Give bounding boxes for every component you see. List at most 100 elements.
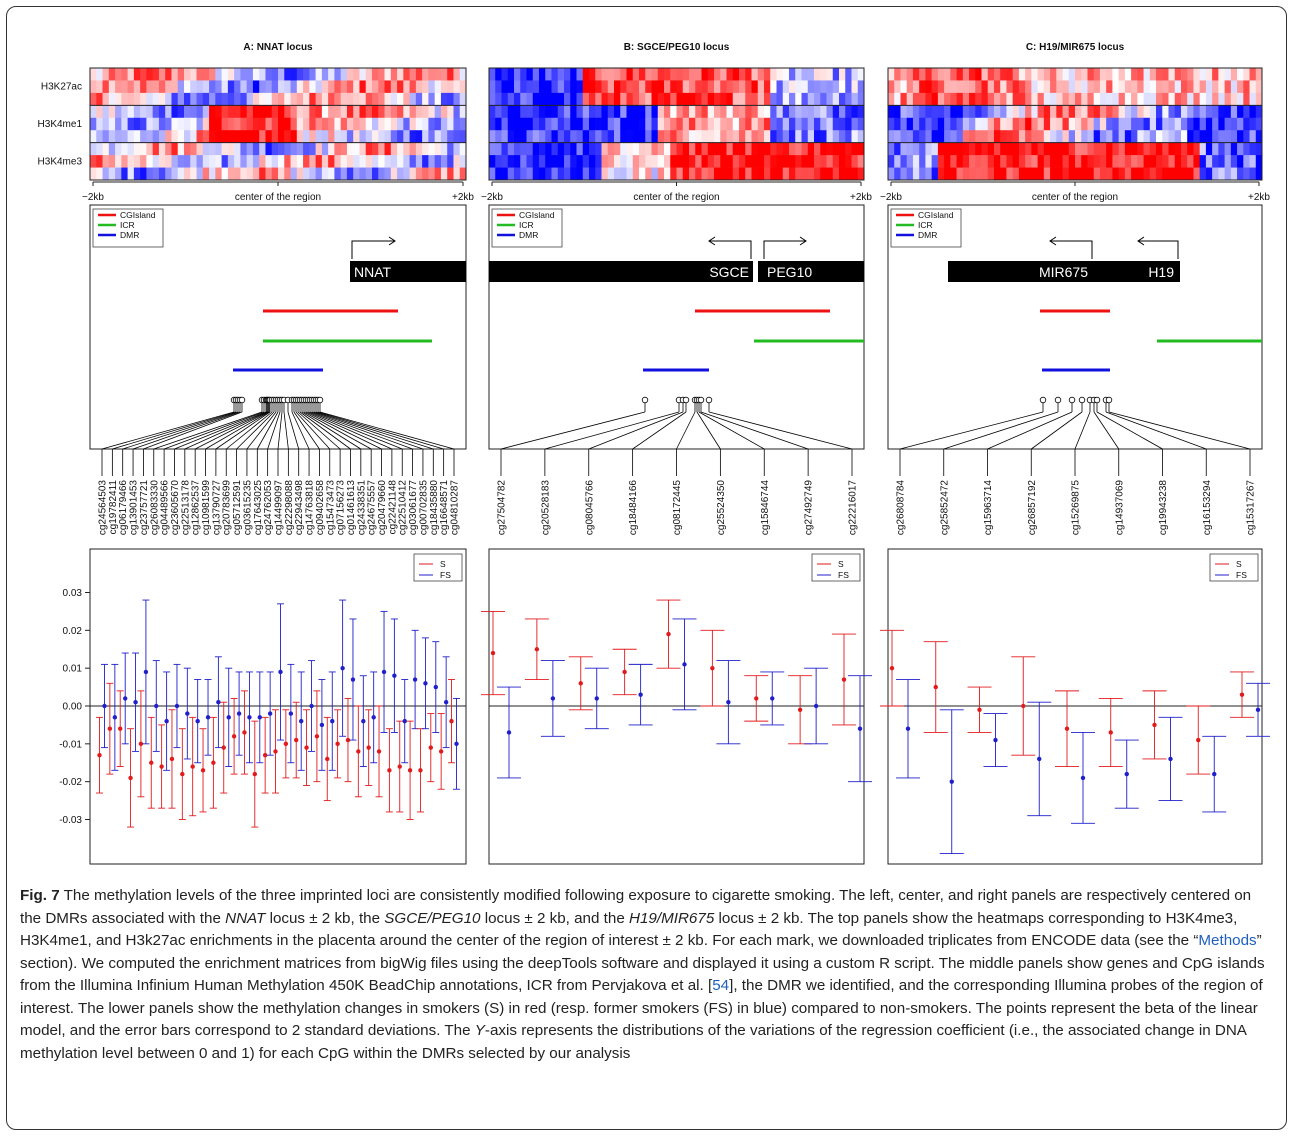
caption-text: ” section). We computed the enrichment m…	[20, 932, 1265, 994]
heatmap-cell	[96, 92, 103, 106]
heatmap-cell	[1230, 130, 1238, 144]
figure-label: Fig. 7	[20, 887, 60, 904]
heatmap-cell	[657, 130, 665, 144]
heatmap-cell	[1199, 92, 1207, 106]
heatmap-cell	[372, 117, 379, 131]
heatmap-cell	[1112, 130, 1120, 144]
heatmap-cell	[90, 117, 97, 131]
probe-connector	[307, 411, 393, 450]
heatmap-cell	[975, 105, 982, 119]
heatmap-cell	[839, 167, 846, 181]
heatmap-cell	[1006, 167, 1014, 181]
heatmap-cell	[158, 155, 166, 168]
point-S	[438, 749, 444, 754]
heatmap-cell	[1050, 105, 1057, 119]
heatmap-cell	[1131, 68, 1138, 81]
probe-connector	[225, 411, 273, 450]
heatmap-cell	[645, 117, 652, 131]
heatmap-cell	[539, 167, 546, 181]
heatmap-cell	[1037, 80, 1045, 94]
heatmap-cell	[428, 167, 436, 181]
heatmap-cell	[296, 68, 304, 81]
heatmap-cell	[409, 80, 417, 94]
point-S	[428, 745, 433, 750]
heatmap-cell	[645, 105, 652, 119]
heatmap-cell	[133, 68, 141, 81]
heatmap-cell	[589, 117, 596, 131]
heatmap-cell	[795, 167, 802, 181]
heatmap-cell	[152, 167, 160, 181]
heatmap-cell	[987, 155, 995, 168]
heatmap-cell	[1205, 105, 1213, 119]
heatmap-cell	[252, 167, 260, 181]
heatmap-cell	[428, 105, 436, 119]
heatmap-cell	[632, 155, 640, 168]
heatmap-cell	[607, 68, 615, 81]
heatmap-cell	[1000, 155, 1007, 168]
heatmap-cell	[1081, 155, 1088, 168]
point-FS	[1168, 756, 1173, 762]
axis-left-label: −2kb	[481, 192, 503, 203]
heatmap-cell	[714, 68, 721, 81]
heatmap-cell	[252, 68, 260, 81]
heatmap-cell	[1187, 80, 1194, 94]
probe-label: cg15317267	[1246, 480, 1257, 535]
heatmap-cell	[614, 155, 621, 168]
heatmap-cell	[757, 155, 765, 168]
heatmap-cell	[202, 130, 210, 144]
point-S	[180, 771, 185, 777]
heatmap-cell	[851, 155, 859, 168]
heatmap-cell	[359, 130, 367, 144]
heatmap-cell	[801, 130, 809, 144]
point-FS	[309, 703, 314, 709]
heatmap-cell	[564, 92, 571, 106]
heatmap-cell	[290, 80, 298, 94]
heatmap-cell	[278, 155, 285, 168]
strand-arrow	[709, 240, 752, 259]
probe-label: cg00702835	[418, 480, 429, 535]
legend-label: CGIsland	[519, 210, 555, 220]
heatmap-cell	[384, 80, 392, 94]
heatmap-cell	[632, 80, 640, 94]
point-FS	[143, 669, 149, 675]
heatmap-cell	[1174, 155, 1182, 168]
heatmap-cell	[607, 92, 615, 106]
heatmap-cell	[1143, 155, 1151, 168]
heatmap-cell	[1056, 130, 1063, 144]
heatmap-cell	[127, 92, 135, 106]
heatmap-cell	[403, 167, 410, 181]
heatmap-cell	[209, 142, 216, 156]
heatmap-cell	[789, 155, 796, 168]
caption-link[interactable]: Methods	[1198, 932, 1257, 949]
heatmap-cell	[290, 105, 298, 119]
point-FS	[350, 677, 356, 682]
heatmap-cell	[501, 80, 509, 94]
heatmap-cell	[127, 130, 135, 144]
point-S	[1239, 692, 1245, 697]
heatmap-cell	[1087, 117, 1095, 131]
heatmap-cell	[1106, 167, 1113, 181]
heatmap-cell	[1124, 105, 1132, 119]
heatmap-cell	[557, 167, 565, 181]
probe-label: cg26808784	[896, 480, 907, 535]
heatmap-cell	[1137, 142, 1144, 156]
probe-marker	[697, 396, 705, 404]
heatmap-cell	[695, 80, 702, 94]
heatmap-cell	[676, 68, 684, 81]
heatmap-cell	[564, 155, 571, 168]
heatmap-cell	[950, 167, 957, 181]
heatmap-cell	[133, 142, 141, 156]
heatmap-cell	[152, 117, 160, 131]
heatmap-cell	[944, 92, 951, 106]
caption-link[interactable]: 54	[712, 977, 730, 994]
point-S	[1196, 737, 1201, 743]
heatmap-cell	[857, 167, 865, 181]
heatmap-cell	[328, 130, 335, 144]
heatmap-cell	[539, 155, 546, 168]
heatmap-cell	[372, 130, 379, 144]
heatmap-cell	[520, 68, 527, 81]
heatmap-cell	[315, 117, 323, 131]
heatmap-cell	[1106, 130, 1113, 144]
heatmap-cell	[252, 117, 260, 131]
